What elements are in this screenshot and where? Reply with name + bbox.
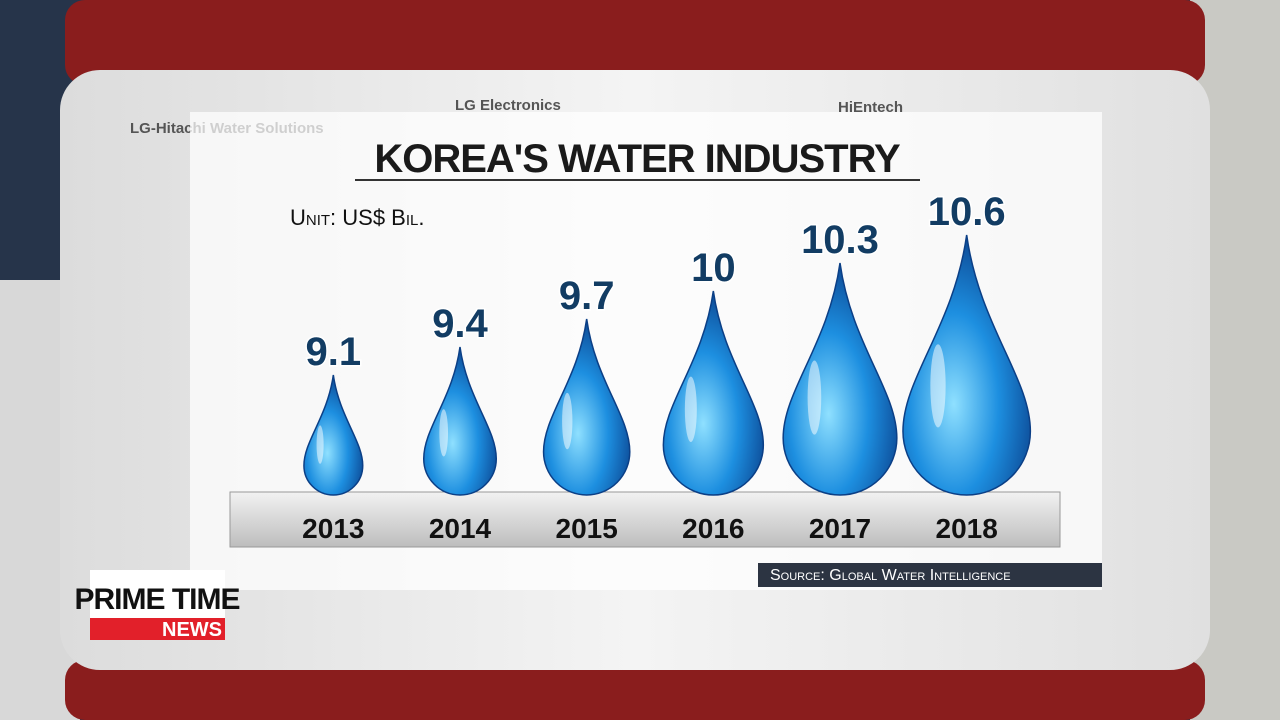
value-label: 10 (691, 246, 736, 290)
logo-text: NEWS (162, 619, 222, 641)
drop-highlight (562, 392, 573, 450)
drop-highlight (316, 425, 324, 464)
value-label: 9.1 (306, 330, 362, 374)
x-tick-label: 2015 (556, 513, 618, 544)
value-label: 9.7 (559, 274, 615, 318)
chart-title: KOREA'S WATER INDUSTRY (374, 137, 901, 181)
drop-highlight (439, 409, 449, 457)
x-tick-label: 2014 (429, 513, 492, 544)
shelf (229, 491, 1061, 548)
drop (782, 262, 898, 496)
drop (303, 374, 364, 496)
drop (422, 346, 498, 496)
x-tick-label: 2017 (809, 513, 871, 544)
sign: LG Electronics (455, 97, 561, 114)
drop (662, 290, 765, 496)
unit-label: Unit: US$ Bil. (290, 205, 424, 230)
ornament-bottom (65, 660, 1205, 720)
value-label: 10.6 (928, 190, 1006, 234)
drop-highlight (930, 344, 946, 428)
logo-bar (90, 618, 225, 640)
drop-highlight (807, 360, 822, 435)
value-label: 9.4 (432, 302, 488, 346)
marks: 9.1 2013 9.4 2014 9.7 2015 10 2016 10.3 2017 10.6 2… (302, 189, 1032, 544)
sign: HiEntech (838, 99, 903, 116)
drop (542, 318, 631, 496)
source: Source: Global Water Intelligence (770, 567, 1011, 584)
x-tick-label: 2018 (936, 513, 998, 544)
ornament-top (65, 0, 1205, 85)
drop-highlight (684, 376, 697, 442)
value-label: 10.3 (801, 218, 879, 262)
drop (902, 234, 1032, 496)
source-box (758, 563, 1102, 587)
x-tick-label: 2013 (302, 513, 364, 544)
x-tick-label: 2016 (682, 513, 744, 544)
logo-text: PRIME TIME (74, 583, 239, 616)
logo-box (90, 570, 225, 618)
